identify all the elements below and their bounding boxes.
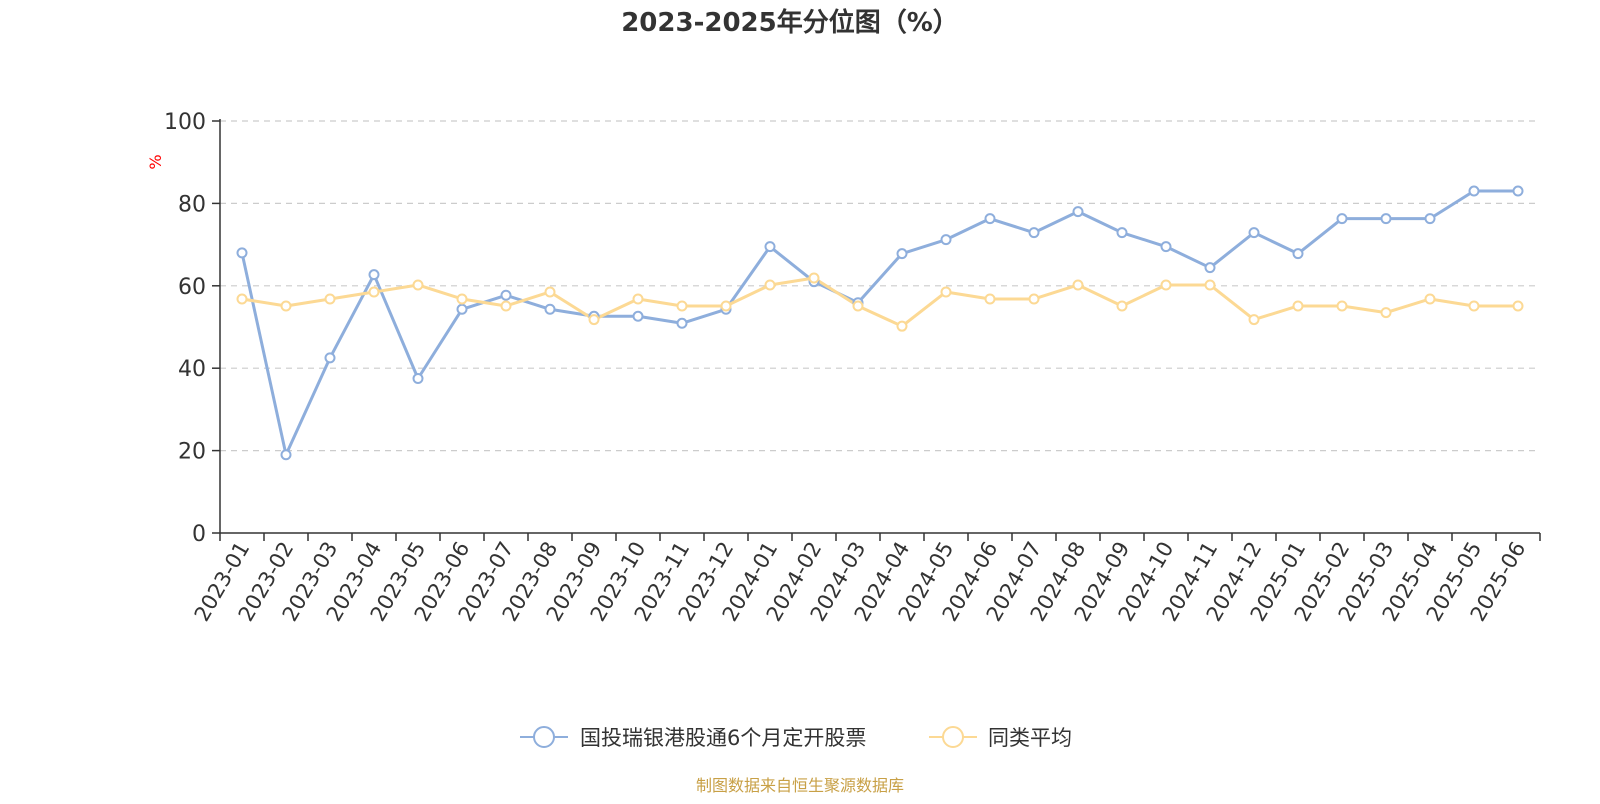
series-1-point bbox=[1380, 213, 1392, 225]
series-line-1 bbox=[240, 189, 1520, 457]
source-note: 制图数据来自恒生聚源数据库 bbox=[696, 776, 904, 795]
series-2-point bbox=[280, 300, 292, 312]
legend-marker-circle bbox=[533, 726, 555, 748]
legend[interactable]: 国投瑞银港股通6个月定开股票 同类平均 bbox=[520, 726, 1072, 750]
series-2-point bbox=[1424, 293, 1436, 305]
y-tick-label: 20 bbox=[178, 440, 206, 465]
series-2-point bbox=[940, 286, 952, 298]
series-2-point bbox=[896, 320, 908, 332]
series-1-point bbox=[1160, 241, 1172, 253]
series-1-point bbox=[1292, 248, 1304, 260]
series-1-point bbox=[500, 289, 512, 301]
series-1-point bbox=[676, 317, 688, 329]
series-1-point bbox=[896, 248, 908, 260]
legend-label: 国投瑞银港股通6个月定开股票 bbox=[580, 726, 866, 750]
series-2-point bbox=[1072, 279, 1084, 291]
series-2-point bbox=[852, 300, 864, 312]
grid-lines bbox=[220, 120, 1540, 452]
series-2-point bbox=[808, 272, 820, 284]
series-1-point bbox=[1424, 213, 1436, 225]
series-2-point bbox=[1028, 293, 1040, 305]
series-1-point bbox=[1336, 213, 1348, 225]
series-2-point bbox=[588, 314, 600, 326]
series-line-2 bbox=[240, 276, 1520, 328]
legend-item-series-2[interactable]: 同类平均 bbox=[929, 726, 1072, 750]
series-2-point bbox=[500, 300, 512, 312]
series-1-point bbox=[984, 213, 996, 225]
series-2-point bbox=[236, 293, 248, 305]
series-1-point bbox=[412, 373, 424, 384]
series-1-point bbox=[324, 352, 336, 364]
series-1-point bbox=[544, 303, 556, 315]
series-1-point bbox=[764, 241, 776, 253]
y-axis-label: % bbox=[146, 154, 165, 169]
y-tick-label: 0 bbox=[192, 522, 206, 547]
series-1-point bbox=[1468, 185, 1480, 197]
series-2-point bbox=[412, 279, 424, 291]
y-tick-label: 40 bbox=[178, 357, 206, 382]
series-1-point bbox=[940, 234, 952, 246]
series-2-point bbox=[676, 300, 688, 312]
y-tick-label: 80 bbox=[178, 192, 206, 217]
y-tick-label: 100 bbox=[164, 110, 206, 135]
series-2-point bbox=[368, 286, 380, 298]
series-1-point bbox=[632, 310, 644, 322]
series-1-point bbox=[1072, 206, 1084, 218]
series-2-point bbox=[1380, 307, 1392, 319]
series-lines bbox=[236, 185, 1524, 461]
series-1-point bbox=[1248, 227, 1260, 239]
series-2-point bbox=[1116, 300, 1128, 312]
series-1-point bbox=[1028, 227, 1040, 239]
series-2-point bbox=[324, 293, 336, 305]
series-2-point bbox=[1204, 279, 1216, 291]
legend-item-series-1[interactable]: 国投瑞银港股通6个月定开股票 bbox=[520, 726, 866, 750]
series-2-point bbox=[632, 293, 644, 305]
series-1-point bbox=[368, 269, 380, 281]
series-2-point bbox=[764, 279, 776, 291]
series-2-point bbox=[456, 293, 468, 305]
series-2-point bbox=[1248, 314, 1260, 326]
series-2-point bbox=[1512, 300, 1524, 312]
series-1-point bbox=[280, 449, 292, 461]
series-2-point bbox=[1292, 300, 1304, 312]
series-2-point bbox=[1336, 300, 1348, 312]
series-2-point bbox=[984, 293, 996, 305]
series-2-point bbox=[720, 300, 732, 312]
series-1-point bbox=[456, 303, 468, 315]
series-1-point bbox=[1204, 262, 1216, 274]
chart-title: 2023-2025年分位图（%） bbox=[621, 7, 959, 38]
series-1-point bbox=[1512, 185, 1524, 197]
legend-marker-circle bbox=[942, 726, 964, 748]
series-2-point bbox=[1468, 300, 1480, 312]
series-1-point bbox=[236, 247, 248, 259]
series-1-point bbox=[1116, 227, 1128, 239]
series-2-point bbox=[544, 286, 556, 298]
y-tick-label: 60 bbox=[178, 275, 206, 300]
legend-label: 同类平均 bbox=[988, 726, 1072, 750]
series-2-point bbox=[1160, 279, 1172, 291]
